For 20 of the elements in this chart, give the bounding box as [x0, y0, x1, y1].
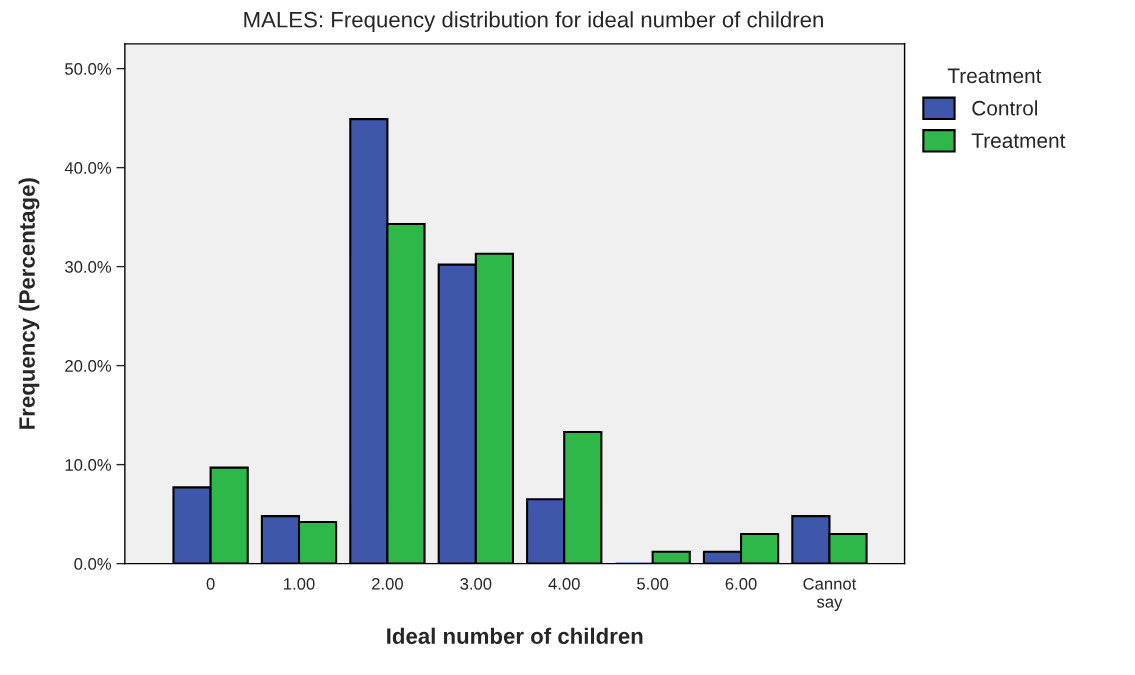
chart-title: MALES: Frequency distribution for ideal number of children	[244, 11, 823, 32]
legend-title: Treatment	[947, 68, 1042, 84]
y-tick-label: 50.0%	[65, 63, 112, 75]
y-tick-label: 20.0%	[65, 360, 112, 372]
y-tick-label: 10.0%	[65, 459, 112, 471]
x-tick-label: 3.00	[460, 577, 492, 590]
x-tick-label: 4.00	[548, 577, 580, 590]
x-tick-label: 0	[206, 577, 215, 590]
x-tick-label: 6.00	[725, 577, 757, 590]
x-tick-label: 5.00	[637, 577, 669, 590]
y-tick-label: 0.0%	[74, 558, 112, 570]
x-axis-title: Ideal number of children	[387, 627, 643, 644]
x-tick-label: 2.00	[372, 577, 403, 590]
y-tick-label: 30.0%	[65, 261, 112, 273]
legend-label: Treatment	[971, 133, 1066, 149]
x-tick-label: 1.00	[284, 577, 315, 590]
legend-label: Control	[972, 100, 1038, 116]
y-axis-title: Frequency (Percentage)	[18, 178, 40, 429]
y-tick-label: 40.0%	[64, 162, 112, 174]
x-tick-label: Cannot say	[803, 577, 857, 611]
